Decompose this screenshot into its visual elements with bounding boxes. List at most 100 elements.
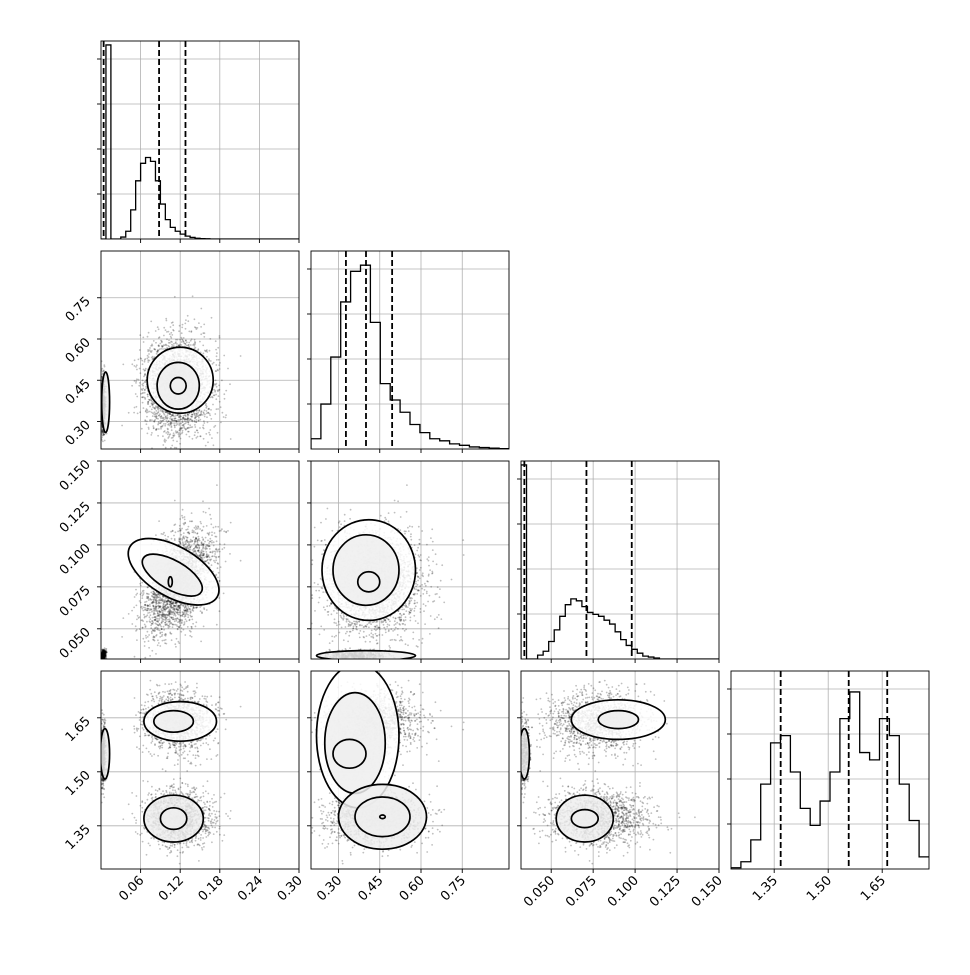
sample-point — [185, 422, 187, 424]
sample-point — [162, 410, 164, 412]
sample-point — [147, 433, 149, 435]
sample-point — [229, 383, 231, 385]
sample-point — [147, 336, 149, 338]
sample-point — [188, 344, 190, 346]
sample-point — [187, 422, 189, 424]
sample-point — [194, 326, 196, 328]
sample-point — [219, 368, 221, 370]
sample-point — [182, 541, 184, 543]
sample-point — [178, 612, 180, 614]
sample-point — [156, 353, 158, 355]
sample-point — [136, 593, 138, 595]
sample-point — [199, 419, 201, 421]
sample-point — [174, 296, 176, 298]
sample-point — [139, 583, 141, 585]
sample-point — [203, 324, 205, 326]
sample-point — [168, 346, 170, 348]
sample-point — [197, 415, 199, 417]
sample-point — [170, 326, 172, 328]
panel-content — [100, 295, 241, 449]
sample-point — [188, 342, 190, 344]
sample-point — [171, 419, 173, 421]
sample-point — [163, 629, 165, 631]
sample-point — [102, 441, 104, 443]
histogram-line — [311, 265, 509, 449]
sample-point — [179, 325, 181, 327]
sample-point — [169, 333, 171, 335]
sample-point — [220, 406, 222, 408]
sample-point — [219, 580, 221, 582]
sample-point — [184, 519, 186, 521]
sample-point — [194, 426, 196, 428]
sample-point — [174, 624, 176, 626]
sample-point — [178, 436, 180, 438]
sample-point — [164, 441, 166, 443]
sample-point — [136, 406, 138, 408]
sample-point — [203, 422, 205, 424]
sample-point — [211, 317, 213, 319]
sample-point — [144, 389, 146, 391]
sample-point — [103, 434, 105, 436]
sample-point — [200, 326, 202, 328]
sample-point — [191, 338, 193, 340]
sample-point — [215, 370, 217, 372]
sample-point — [152, 401, 154, 403]
sample-point — [149, 399, 151, 401]
sample-point — [134, 365, 136, 367]
sample-point — [168, 339, 170, 341]
sample-point — [214, 383, 216, 385]
sample-point — [205, 433, 207, 435]
sample-point — [170, 332, 172, 334]
sample-point — [225, 417, 227, 419]
sample-point — [166, 338, 168, 340]
sample-point — [168, 331, 170, 333]
sample-point — [207, 441, 209, 443]
sample-point — [146, 412, 148, 414]
sample-point — [191, 636, 193, 638]
sample-point — [180, 631, 182, 633]
sample-point — [166, 331, 168, 333]
sample-point — [161, 632, 163, 634]
sample-point — [189, 424, 191, 426]
sample-point — [151, 404, 153, 406]
sample-point — [171, 427, 173, 429]
sample-point — [194, 345, 196, 347]
sample-point — [139, 600, 141, 602]
sample-point — [163, 327, 165, 329]
sample-point — [146, 423, 148, 425]
sample-point — [185, 618, 187, 620]
sample-point — [135, 393, 137, 395]
sample-point — [155, 417, 157, 419]
sample-point — [139, 628, 141, 630]
sample-point — [207, 408, 209, 410]
sample-point — [209, 338, 211, 340]
sample-point — [199, 410, 201, 412]
sample-point — [173, 420, 175, 422]
sample-point — [171, 639, 173, 641]
sample-point — [211, 542, 213, 544]
sample-point — [198, 526, 200, 528]
sample-point — [150, 321, 152, 323]
sample-point — [122, 617, 124, 619]
sample-point — [183, 415, 185, 417]
sample-point — [227, 368, 229, 370]
sample-point — [138, 385, 140, 387]
sample-point — [144, 359, 146, 361]
sample-point — [203, 411, 205, 413]
sample-point — [173, 422, 175, 424]
sample-point — [135, 382, 137, 384]
sample-point — [145, 368, 147, 370]
sample-point — [174, 447, 176, 449]
sample-point — [158, 428, 160, 430]
sample-point — [240, 355, 242, 357]
sample-point — [135, 380, 137, 382]
sample-point — [144, 381, 146, 383]
sample-point — [170, 422, 172, 424]
sample-point — [168, 413, 170, 415]
sample-point — [179, 339, 181, 341]
sample-point — [197, 432, 199, 434]
sample-point — [188, 331, 190, 333]
sample-point — [214, 394, 216, 396]
sample-point — [191, 520, 193, 522]
